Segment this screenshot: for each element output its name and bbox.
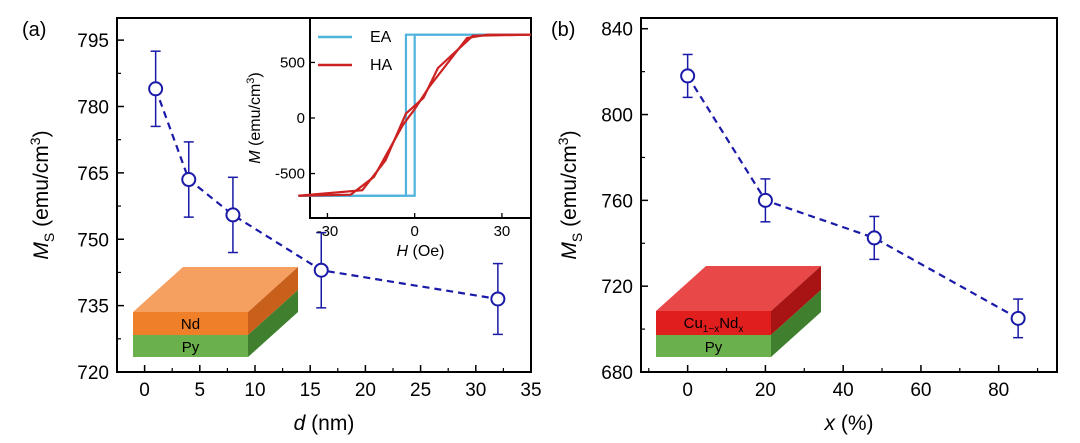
y-tick-label-a: 780 xyxy=(77,98,109,119)
data-point-a xyxy=(225,207,241,223)
nd-layer-side-face xyxy=(248,267,298,335)
x-tick-label-b: 20 xyxy=(755,380,776,401)
data-series-b xyxy=(680,53,1026,339)
y-tick-label-a: 735 xyxy=(77,297,109,318)
py-layer-side-face xyxy=(248,290,298,357)
y-axis-label-b: MS (emu/cm3) xyxy=(555,130,585,259)
x-tick-label-b: 0 xyxy=(682,380,693,401)
py-layer-label: Py xyxy=(182,339,200,356)
x-tick-label-a: 35 xyxy=(520,380,541,401)
x-axis-label-a: d (nm) xyxy=(294,412,355,435)
py-layer-front xyxy=(133,335,248,357)
cund-layer-top-face xyxy=(656,266,821,311)
x-tick-label-a: 30 xyxy=(465,380,486,401)
x-axis-label-b: x (%) xyxy=(823,412,873,435)
inset-x-tick-label: -30 xyxy=(317,223,339,240)
nd-layer-top-face xyxy=(133,267,298,312)
x-tick-label-a: 5 xyxy=(195,380,206,401)
y-axis-label-a: MS (emu/cm3) xyxy=(27,130,57,259)
nd-layer-label: Nd xyxy=(181,316,200,333)
x-tick-label-b: 40 xyxy=(833,380,854,401)
layer-diagram-a: Nd Py xyxy=(133,267,298,357)
x-tick-label-b: 80 xyxy=(988,380,1009,401)
py-layer-side-face xyxy=(771,290,821,357)
inset-x-axis-label: H (Oe) xyxy=(396,243,444,260)
data-point-b xyxy=(680,68,696,84)
x-tick-label-a: 20 xyxy=(355,380,376,401)
nd-layer-front xyxy=(133,312,248,335)
cund-layer-front xyxy=(656,311,771,335)
y-tick-label-b: 800 xyxy=(601,106,633,127)
inset-x-tick-label: 30 xyxy=(494,223,511,240)
inset-y-tick-label: -500 xyxy=(275,166,305,183)
panel-a: (a) Nd Py 0 5 10 15 20 25 30 35 720 735 750 765 780 79… xyxy=(22,17,542,435)
inset-curve-ea-down xyxy=(298,33,531,197)
x-tick-label-a: 15 xyxy=(300,380,321,401)
series-line-b xyxy=(686,75,1019,320)
y-tick-label-a: 765 xyxy=(77,164,109,185)
series-line-a xyxy=(154,88,499,301)
x-tick-label-b: 60 xyxy=(910,380,931,401)
inset-hysteresis: -30 0 30 -500 0 500 EA HA H (Oe) M (emu/cm3) xyxy=(245,17,532,260)
py-layer-label: Py xyxy=(705,339,723,356)
inset-frame xyxy=(309,17,532,219)
x-tick-label-a: 25 xyxy=(410,380,431,401)
cund-layer-label: Cu1−xNdx xyxy=(684,315,744,335)
layer-diagram-b: Cu1−xNdx Py xyxy=(656,266,821,357)
y-tick-label-b: 680 xyxy=(601,363,633,384)
y-tick-label-b: 840 xyxy=(601,20,633,41)
data-point-a xyxy=(181,172,197,188)
cund-layer-side-face xyxy=(771,266,821,335)
x-tick-label-a: 0 xyxy=(139,380,150,401)
y-tick-label-a: 720 xyxy=(77,363,109,384)
panel-a-label: (a) xyxy=(22,19,46,41)
y-tick-label-a: 750 xyxy=(77,230,109,251)
y-tick-label-a: 795 xyxy=(77,31,109,52)
y-tick-label-b: 760 xyxy=(601,191,633,212)
panel-b-label: (b) xyxy=(551,19,575,41)
data-point-a xyxy=(313,262,329,278)
x-tick-label-a: 10 xyxy=(244,380,265,401)
data-point-a xyxy=(148,81,164,97)
inset-y-tick-label: 0 xyxy=(297,110,305,127)
inset-y-tick-label: 500 xyxy=(280,54,305,71)
data-series-a xyxy=(148,50,506,336)
y-tick-label-b: 720 xyxy=(601,277,633,298)
legend-label: EA xyxy=(370,29,392,46)
data-point-a xyxy=(490,291,506,307)
data-point-b xyxy=(757,192,773,208)
py-layer-front xyxy=(656,335,771,357)
data-point-b xyxy=(1010,310,1026,326)
data-point-b xyxy=(866,230,882,246)
plot-frame-b xyxy=(640,17,1058,373)
inset-y-axis-label: M (emu/cm3) xyxy=(245,72,264,163)
inset-x-tick-label: 0 xyxy=(411,223,419,240)
inset-curve-ha-down xyxy=(298,33,532,197)
legend-label: HA xyxy=(370,57,393,74)
